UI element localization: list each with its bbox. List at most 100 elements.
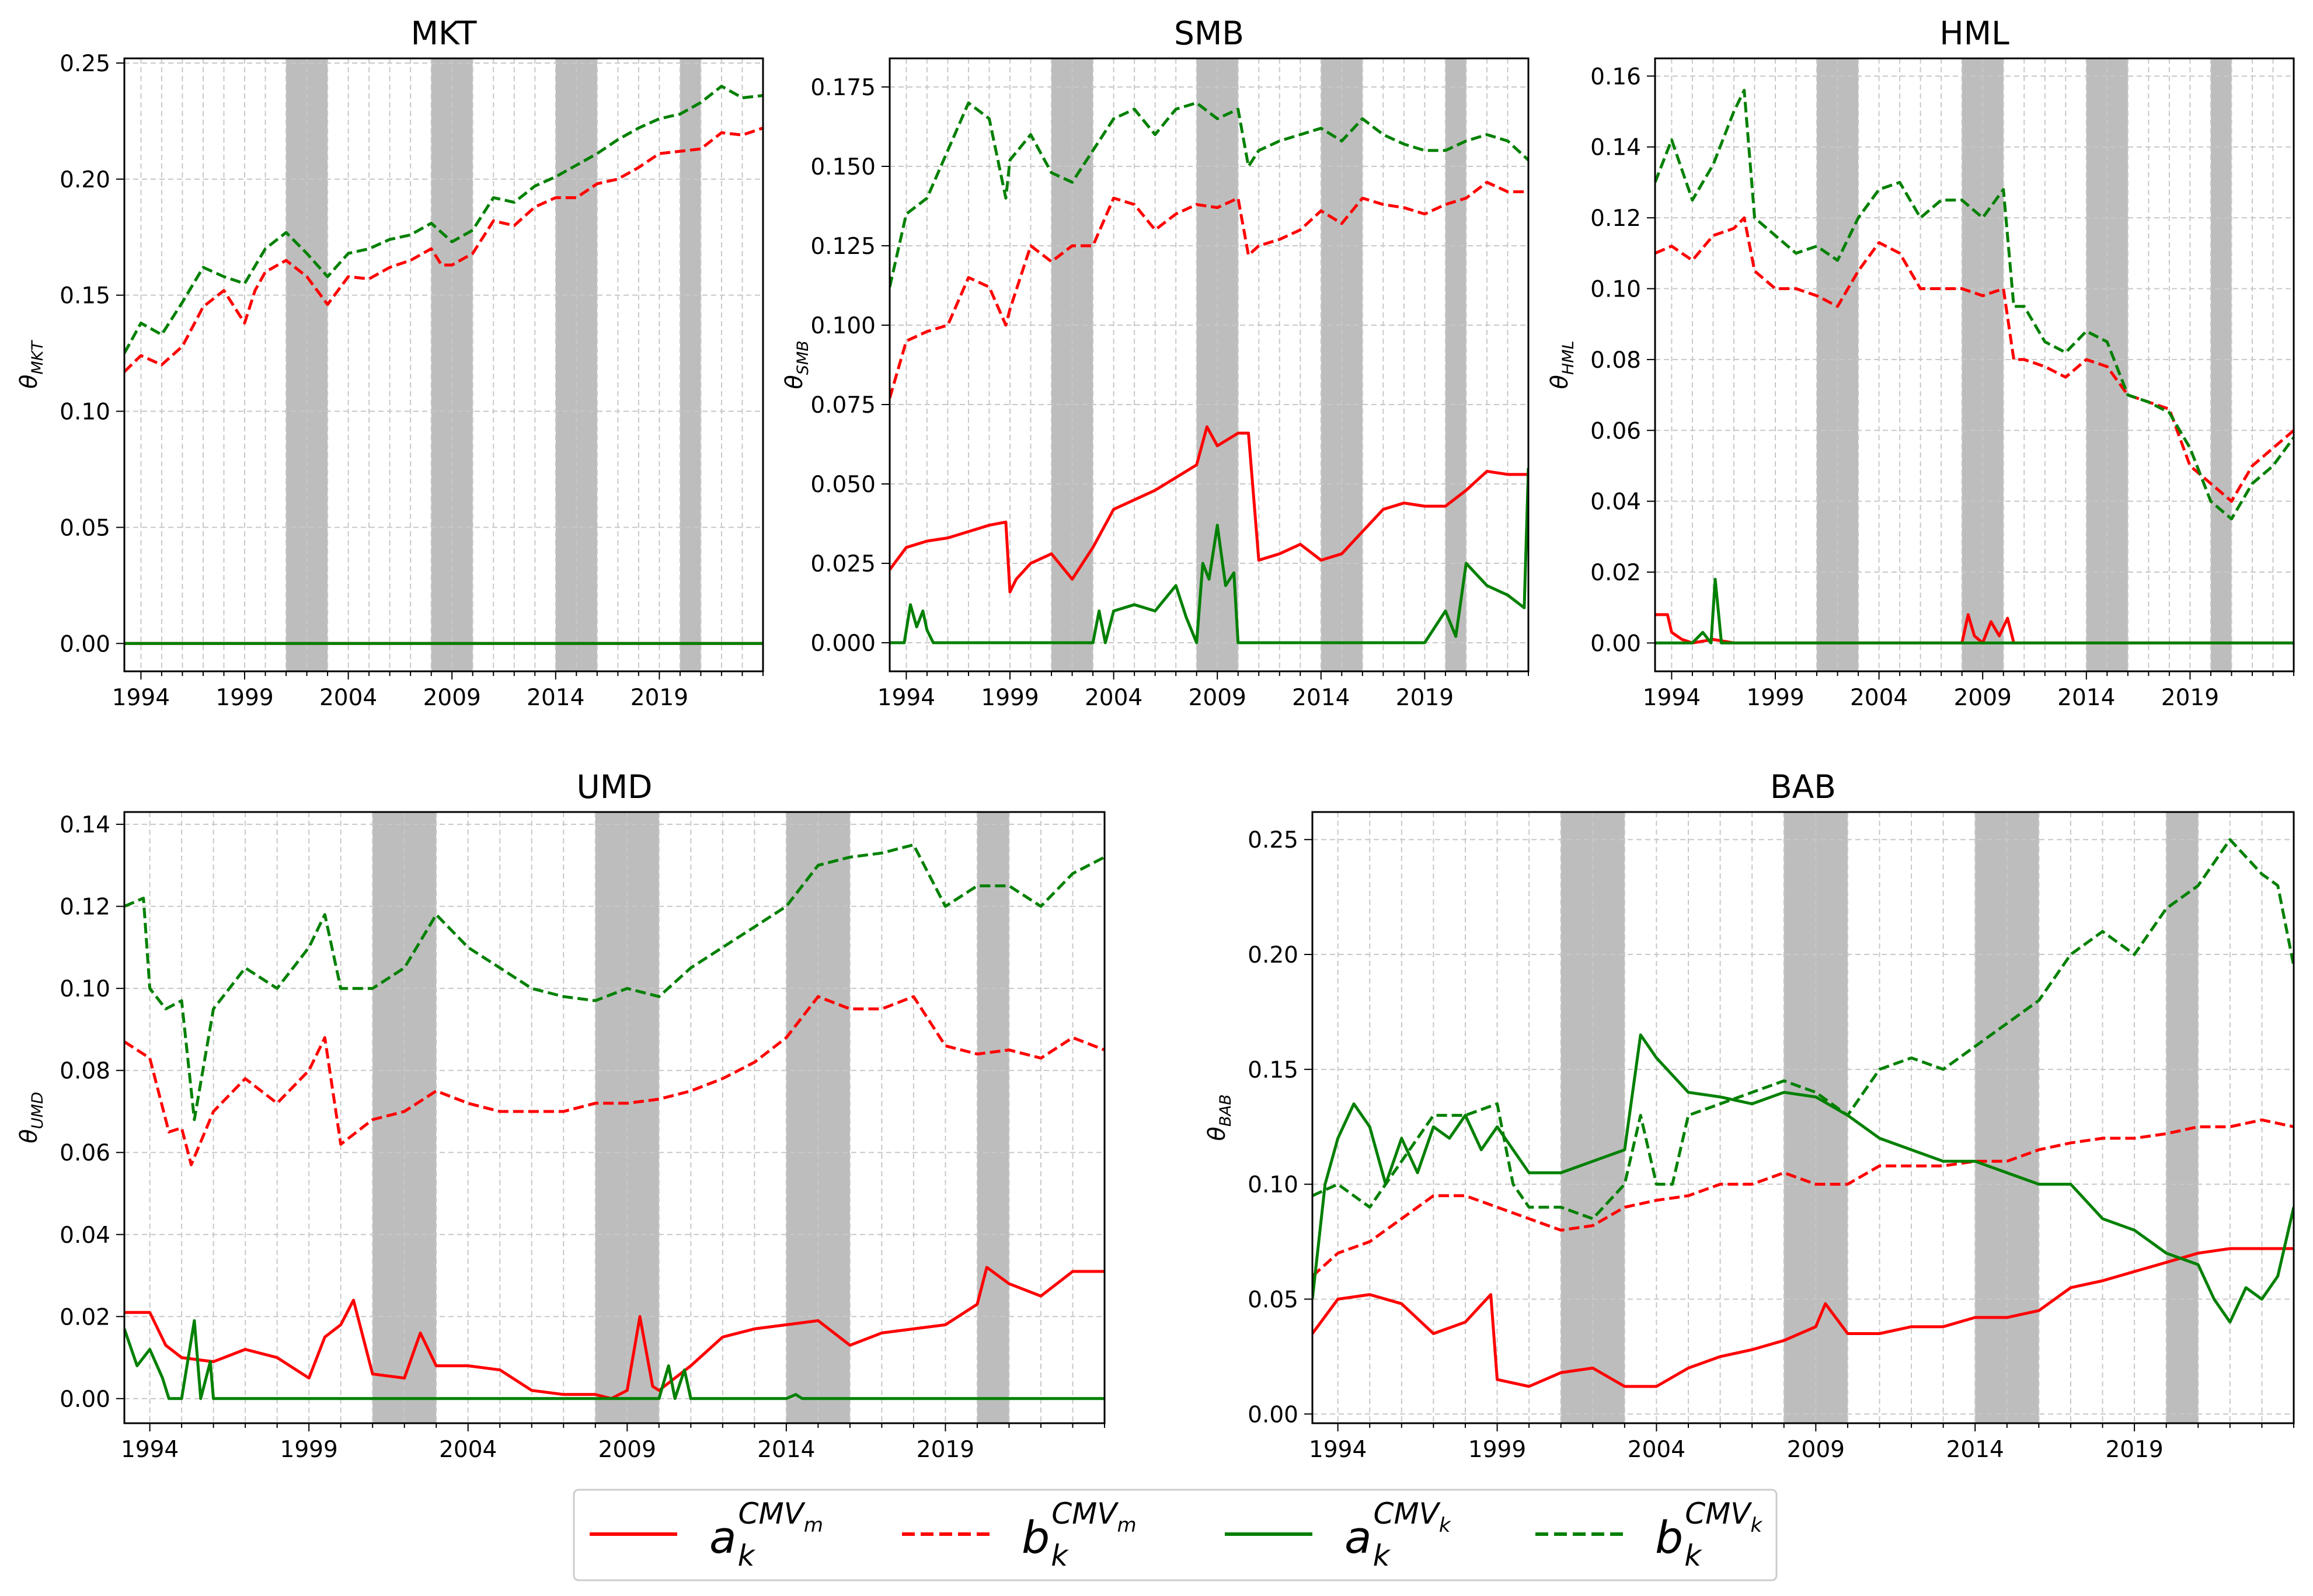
x-tick-label: 2019 — [917, 1437, 974, 1463]
y-axis-label-symbol: θ — [781, 375, 808, 389]
x-tick-label: 1994 — [112, 685, 170, 711]
y-tick-label: 0.00 — [1248, 1402, 1298, 1428]
y-tick-label: 0.125 — [810, 234, 876, 260]
panel-hml: 0.00 0.02 0.04 0.06 0.08 0.10 0.12 0.14 0.16 1994… — [1546, 15, 2295, 711]
series-line-a_m — [890, 425, 1528, 594]
series-line-a_k — [1655, 577, 2294, 644]
plot-frame — [889, 57, 1530, 672]
recession-band — [977, 812, 1009, 1423]
panel-title: SMB — [1174, 15, 1244, 52]
legend-frame — [573, 1489, 1778, 1581]
y-tick-label: 0.04 — [60, 1222, 110, 1249]
y-axis-label: θBAB — [1204, 1094, 1235, 1141]
x-tick-label: 2014 — [757, 1437, 815, 1463]
legend-label: bkCMVm — [1022, 1497, 1137, 1573]
y-tick-label: 0.150 — [810, 154, 876, 180]
y-tick-label: 0.10 — [60, 399, 110, 426]
y-axis-label-subscript: SMB — [794, 340, 812, 375]
y-tick-label: 0.05 — [1248, 1287, 1298, 1313]
x-tick-label: 1994 — [877, 685, 935, 711]
series-line-a_k — [1312, 1033, 2294, 1324]
x-tick-label: 1999 — [1468, 1437, 1526, 1463]
y-tick-label: 0.025 — [810, 551, 876, 577]
x-tick-label: 2004 — [1628, 1437, 1685, 1463]
series-line-b_k — [1312, 838, 2294, 1221]
y-tick-label: 0.100 — [810, 313, 876, 339]
series-line-b_k — [890, 101, 1528, 288]
recession-band — [680, 58, 701, 671]
y-axis-label-subscript: UMD — [29, 1092, 47, 1129]
x-tick-label: 2004 — [1085, 685, 1142, 711]
y-tick-label: 0.06 — [60, 1140, 110, 1166]
x-tick-label: 2009 — [423, 685, 481, 711]
y-tick-label: 0.050 — [810, 472, 876, 498]
panel-umd: 0.00 0.02 0.04 0.06 0.08 0.10 0.12 0.14 1994 1999… — [16, 768, 1106, 1463]
series-line-b_k — [124, 843, 1105, 1121]
x-tick-label: 2004 — [439, 1437, 497, 1463]
x-tick-label: 2014 — [1946, 1437, 2004, 1463]
y-axis-label: θHML — [1546, 340, 1577, 389]
y-tick-label: 0.20 — [1248, 942, 1298, 968]
x-tick-label: 2014 — [527, 685, 584, 711]
x-tick-label: 2009 — [598, 1437, 656, 1463]
y-tick-label: 0.15 — [1248, 1057, 1298, 1083]
series-line-b_m — [1312, 1118, 2294, 1277]
recession-band — [2166, 812, 2199, 1423]
y-tick-label: 0.02 — [60, 1304, 110, 1330]
y-tick-label: 0.10 — [1248, 1172, 1298, 1198]
y-tick-label: 0.06 — [1590, 418, 1641, 444]
y-tick-label: 0.075 — [810, 392, 876, 419]
y-axis-label: θUMD — [16, 1092, 47, 1143]
panel-smb: 0.000 0.025 0.050 0.075 0.100 0.125 0.150 0.175… — [781, 15, 1530, 711]
x-tick-label: 2009 — [1954, 685, 2012, 711]
panel-title: BAB — [1770, 768, 1836, 806]
y-axis-label-symbol: θ — [1204, 1127, 1231, 1141]
legend-item-a_m: akCMVm — [590, 1497, 823, 1573]
y-tick-label: 0.12 — [1590, 205, 1641, 232]
panel-mkt: 0.00 0.05 0.10 0.15 0.20 0.25 1994 1999 2004 2009… — [16, 15, 764, 711]
plot-frame — [1654, 57, 2295, 672]
series-line-b_k — [124, 85, 763, 354]
y-tick-label: 0.05 — [60, 515, 110, 541]
y-axis-label-symbol: θ — [16, 375, 43, 389]
y-tick-label: 0.00 — [60, 1386, 110, 1413]
y-tick-label: 0.20 — [60, 167, 110, 193]
x-tick-label: 1999 — [280, 1437, 338, 1463]
y-axis-label-symbol: θ — [16, 1129, 43, 1143]
series-line-a_k — [890, 468, 1528, 644]
y-axis-label-symbol: θ — [1546, 375, 1573, 389]
x-tick-label: 1999 — [981, 685, 1039, 711]
plot-frame — [1311, 811, 2295, 1424]
series-line-a_m — [1312, 1247, 2294, 1388]
legend-label: akCMVk — [1344, 1497, 1451, 1573]
y-axis-label-subscript: MKT — [29, 340, 47, 375]
y-axis-label-subscript: HML — [1559, 340, 1577, 375]
y-tick-label: 0.08 — [60, 1058, 110, 1085]
y-tick-label: 0.25 — [1248, 827, 1298, 853]
x-tick-label: 1994 — [121, 1437, 179, 1463]
legend-label: bkCMVk — [1655, 1497, 1762, 1573]
y-tick-label: 0.00 — [60, 631, 110, 657]
y-axis-label: θSMB — [781, 340, 812, 389]
x-tick-label: 2014 — [2057, 685, 2115, 711]
x-tick-label: 2014 — [1292, 685, 1350, 711]
panel-title: MKT — [411, 15, 477, 52]
series-line-b_m — [890, 180, 1528, 399]
y-tick-label: 0.175 — [810, 75, 876, 101]
series-line-b_m — [124, 126, 763, 373]
y-tick-label: 0.25 — [60, 51, 110, 77]
series-line-b_k — [1655, 89, 2294, 521]
series-line-b_m — [124, 995, 1105, 1166]
recession-band — [2210, 58, 2232, 671]
y-tick-label: 0.02 — [1590, 560, 1641, 586]
series-line-a_k — [124, 1319, 1105, 1400]
y-tick-label: 0.10 — [60, 976, 110, 1002]
legend-item-b_m: bkCMVm — [902, 1497, 1137, 1573]
x-tick-label: 1994 — [1643, 685, 1701, 711]
x-tick-label: 2019 — [2105, 1437, 2163, 1463]
legend: akCMVm bkCMVm akCMVk bkCMVk — [573, 1489, 1778, 1581]
x-tick-label: 2009 — [1189, 685, 1246, 711]
y-tick-label: 0.16 — [1590, 64, 1641, 90]
panel-bab: 0.00 0.05 0.10 0.15 0.20 0.25 1994 1999 2004 2009… — [1204, 768, 2295, 1463]
